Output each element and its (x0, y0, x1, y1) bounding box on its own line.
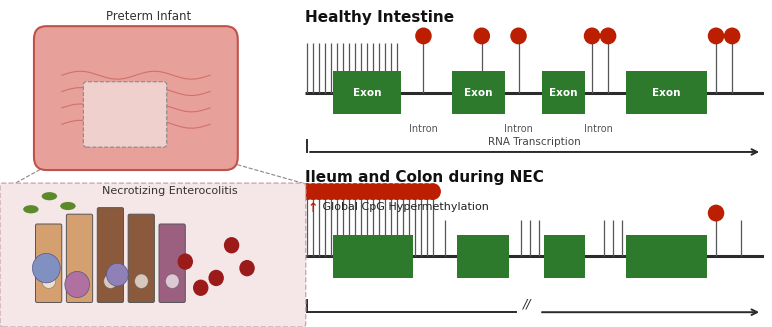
Ellipse shape (724, 27, 740, 44)
Circle shape (239, 260, 255, 276)
Ellipse shape (299, 183, 316, 200)
Text: Exon: Exon (652, 88, 681, 98)
Ellipse shape (335, 183, 351, 200)
Ellipse shape (311, 183, 327, 200)
Ellipse shape (23, 205, 39, 214)
FancyBboxPatch shape (97, 208, 124, 302)
Ellipse shape (708, 27, 724, 44)
Ellipse shape (388, 183, 405, 200)
FancyBboxPatch shape (0, 183, 306, 327)
Ellipse shape (415, 27, 432, 44)
FancyBboxPatch shape (66, 214, 93, 302)
Circle shape (107, 263, 128, 286)
Circle shape (134, 274, 148, 288)
Ellipse shape (347, 183, 364, 200)
Text: Necrotizing Enterocolitis: Necrotizing Enterocolitis (102, 186, 238, 197)
FancyBboxPatch shape (159, 224, 185, 302)
Ellipse shape (584, 27, 601, 44)
Ellipse shape (317, 183, 334, 200)
Ellipse shape (340, 183, 357, 200)
Text: Intron: Intron (504, 124, 533, 133)
Ellipse shape (708, 205, 724, 221)
FancyBboxPatch shape (36, 224, 62, 302)
Ellipse shape (510, 27, 527, 44)
Ellipse shape (371, 183, 388, 200)
Circle shape (42, 274, 56, 288)
Text: RNA Transcription: RNA Transcription (488, 137, 581, 147)
Ellipse shape (60, 202, 76, 210)
Bar (333, 234, 413, 278)
Ellipse shape (418, 183, 435, 200)
Ellipse shape (377, 183, 393, 200)
Text: Exon: Exon (353, 88, 381, 98)
Ellipse shape (329, 183, 345, 200)
Ellipse shape (359, 183, 375, 200)
Circle shape (224, 237, 239, 253)
Ellipse shape (394, 183, 411, 200)
Circle shape (165, 274, 179, 288)
Ellipse shape (600, 27, 616, 44)
FancyBboxPatch shape (83, 82, 167, 147)
Text: Healthy Intestine: Healthy Intestine (305, 10, 454, 25)
Bar (627, 71, 707, 114)
Text: Ileum and Colon during NEC: Ileum and Colon during NEC (305, 170, 543, 185)
Ellipse shape (425, 183, 441, 200)
Text: Intron: Intron (409, 124, 438, 133)
Ellipse shape (323, 183, 340, 200)
Bar (627, 234, 707, 278)
Text: //: // (523, 298, 531, 311)
Text: Intron: Intron (584, 124, 614, 133)
Ellipse shape (406, 183, 423, 200)
Text: Exon: Exon (464, 88, 493, 98)
Bar (456, 234, 510, 278)
Ellipse shape (42, 192, 57, 200)
Bar (543, 234, 585, 278)
Circle shape (208, 270, 224, 286)
Circle shape (65, 271, 90, 298)
Circle shape (73, 274, 86, 288)
Ellipse shape (305, 183, 321, 200)
FancyBboxPatch shape (34, 26, 238, 170)
Ellipse shape (412, 183, 429, 200)
Bar (333, 71, 401, 114)
Ellipse shape (383, 183, 399, 200)
Text: Exon: Exon (549, 88, 577, 98)
FancyBboxPatch shape (128, 214, 154, 302)
Ellipse shape (401, 183, 417, 200)
Text: ↑: ↑ (307, 202, 318, 215)
Circle shape (178, 253, 193, 270)
Bar (541, 71, 585, 114)
Circle shape (32, 253, 60, 283)
Ellipse shape (353, 183, 369, 200)
Ellipse shape (364, 183, 381, 200)
Circle shape (193, 280, 208, 296)
Ellipse shape (473, 27, 490, 44)
Text: Preterm Infant: Preterm Infant (106, 10, 191, 23)
Circle shape (103, 274, 117, 288)
Bar (452, 71, 505, 114)
Text: Global CpG Hypermethylation: Global CpG Hypermethylation (319, 202, 489, 212)
